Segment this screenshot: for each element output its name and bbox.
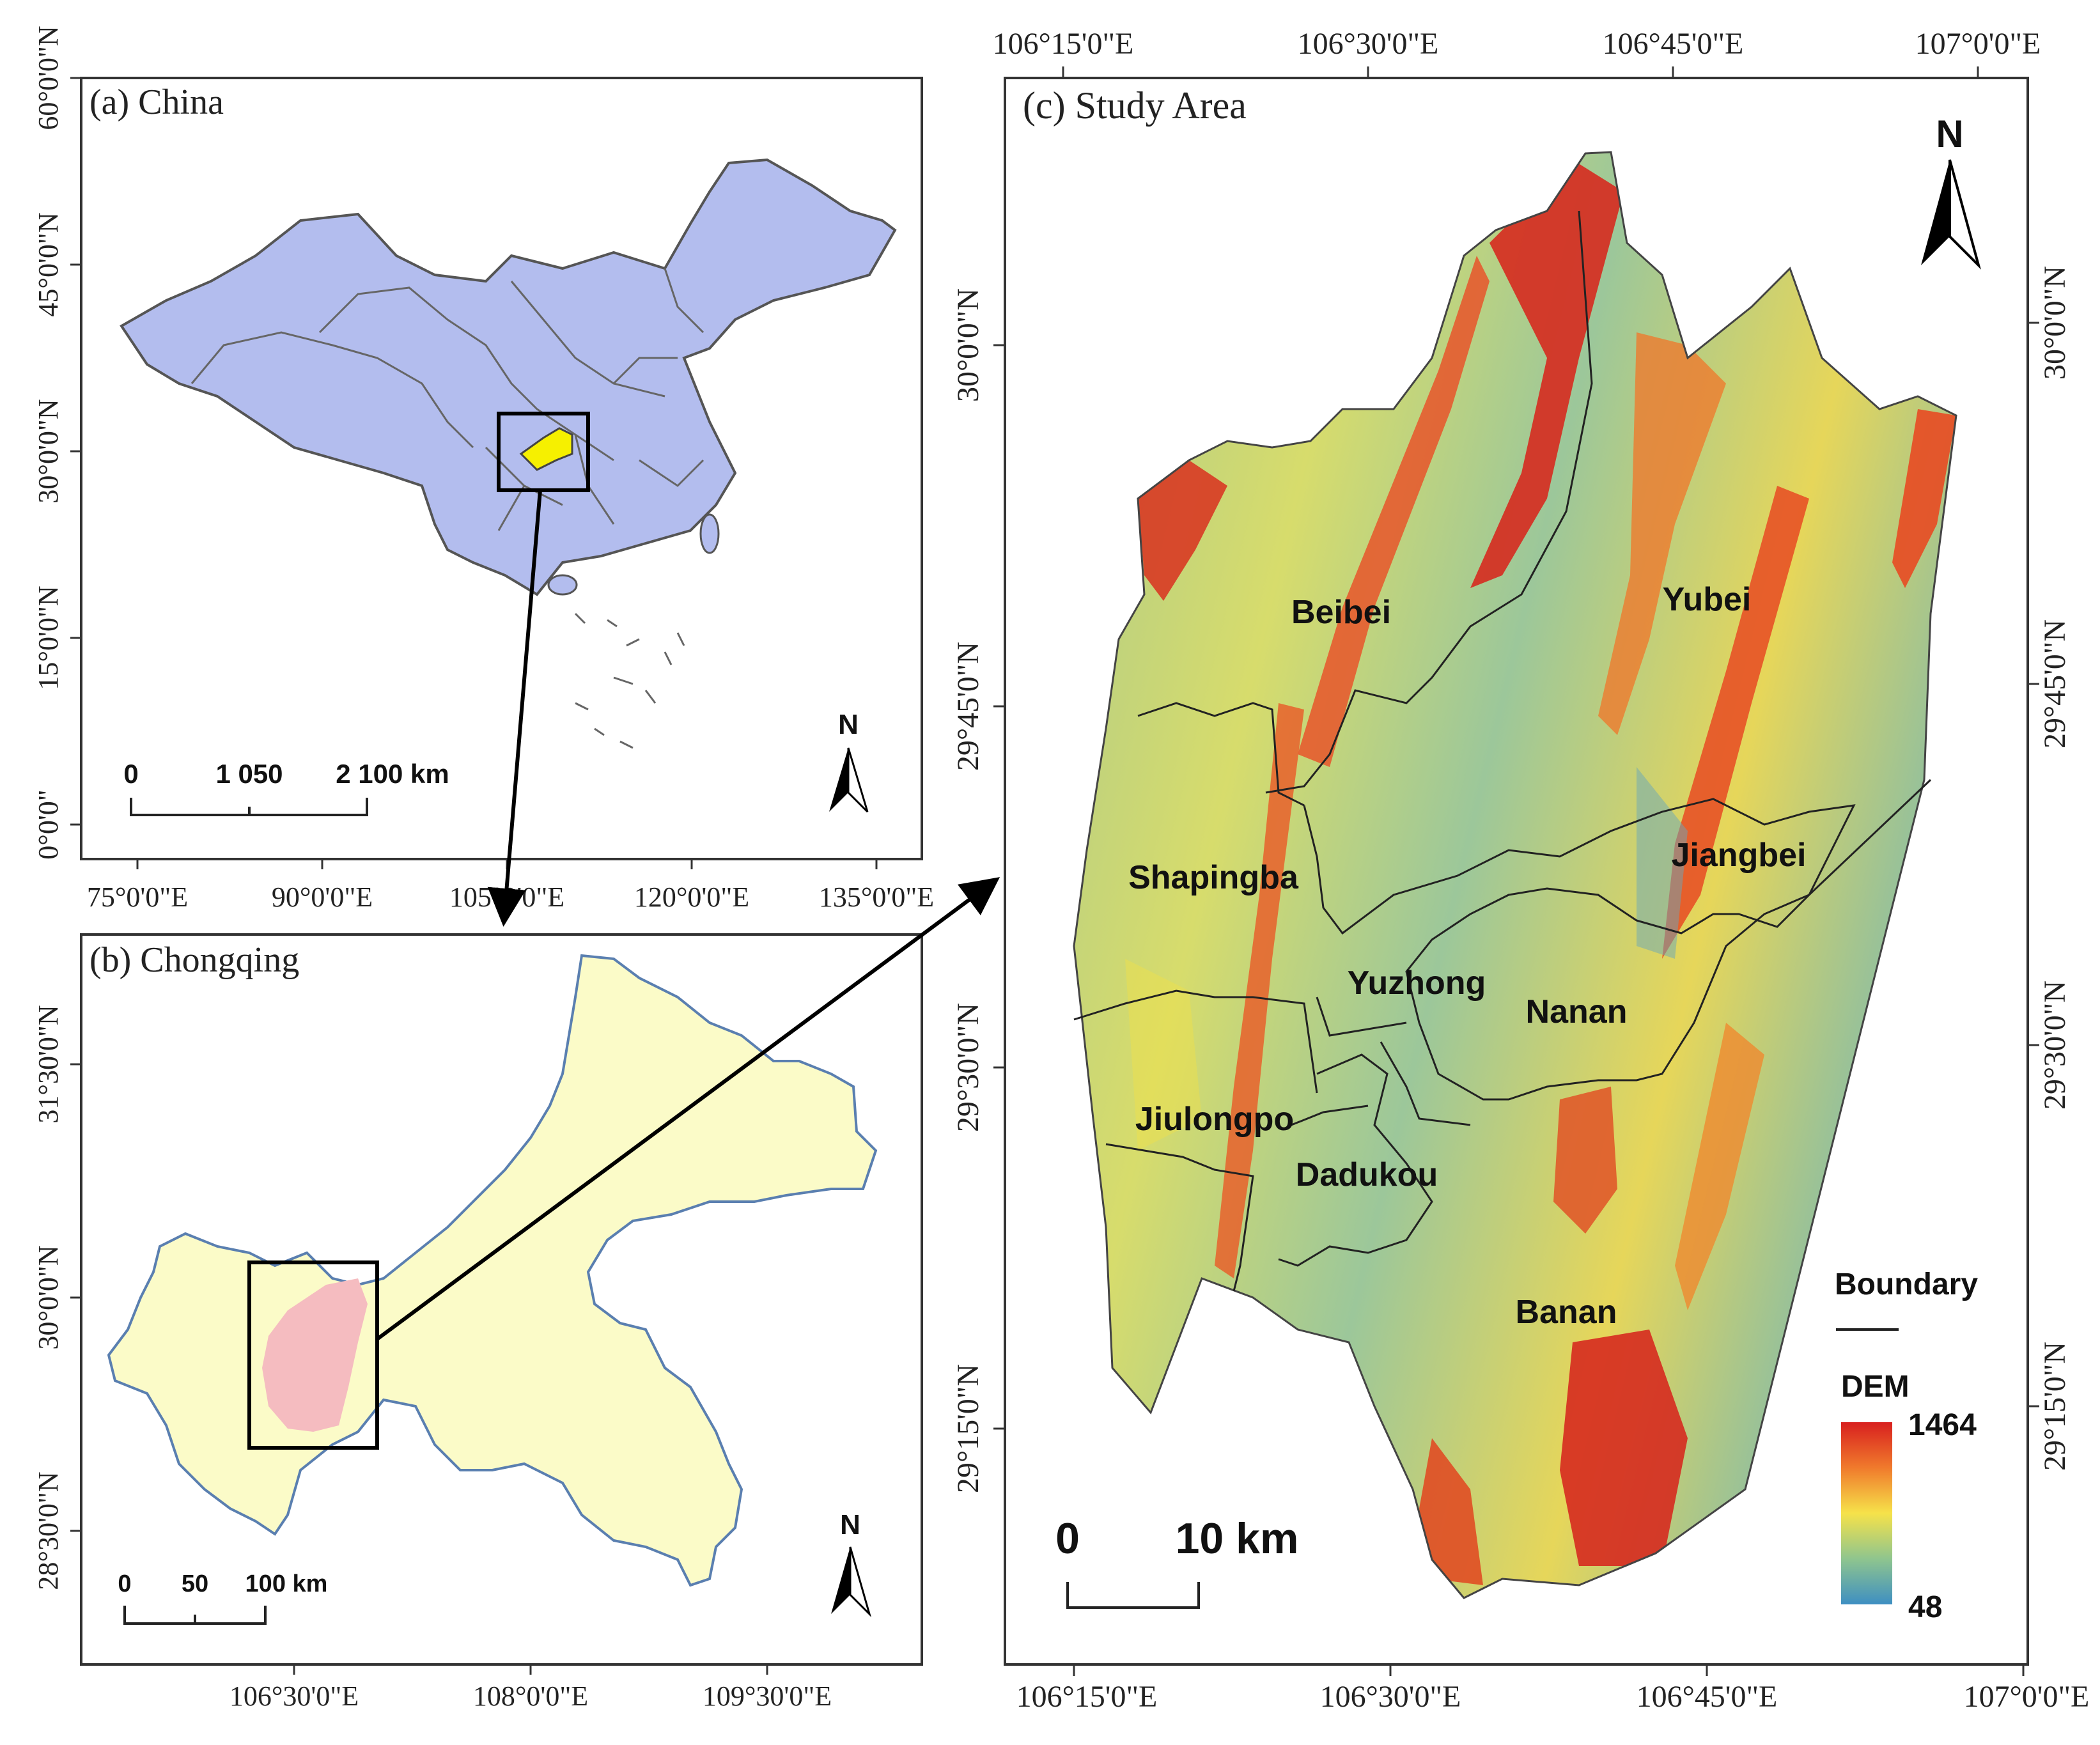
district-labels: Beibei Yubei Shapingba Jiangbei Yuzhong … xyxy=(1128,581,1806,1331)
study-area-left-y-tick: 29°45'0"N xyxy=(951,642,985,771)
dem-raster xyxy=(1073,151,1957,1599)
hainan-island xyxy=(547,574,578,596)
south-china-sea-islands xyxy=(574,612,685,749)
district-label-jiulongpo: Jiulongpo xyxy=(1135,1101,1294,1138)
study-area-bottom-x-tick: 107°0'0"E xyxy=(1964,1680,2090,1714)
study-area-right-y-tick: 29°15'0"N xyxy=(2038,1342,2072,1471)
china-panel-title: (a) China xyxy=(89,82,224,122)
study-area-scale-label: 10 km xyxy=(1176,1514,1299,1563)
study-area-top-x-tick: 106°15'0"E xyxy=(993,27,1134,61)
study-area-top-x-tick: 107°0'0"E xyxy=(1915,27,2041,61)
legend-dem-min: 48 xyxy=(1908,1590,1942,1624)
district-label-dadukou: Dadukou xyxy=(1296,1156,1438,1193)
chongqing-highlight xyxy=(519,427,573,471)
district-label-beibei: Beibei xyxy=(1291,594,1391,631)
study-area-top-x-axis: 106°15'0"E 106°30'0"E 106°45'0"E 107°0'0… xyxy=(993,27,2041,78)
china-x-tick: 135°0'0"E xyxy=(819,881,934,913)
china-x-tick: 90°0'0"E xyxy=(272,881,373,913)
study-area-legend: Boundary DEM 1464 48 xyxy=(1835,1268,1978,1624)
study-area-left-y-tick: 29°15'0"N xyxy=(951,1364,985,1493)
chongqing-map-frame xyxy=(80,933,923,1666)
district-label-banan: Banan xyxy=(1516,1294,1617,1331)
china-y-tick: 0°0'0" xyxy=(33,789,64,859)
study-area-locator-box xyxy=(247,1260,379,1450)
study-area-left-y-tick: 29°30'0"N xyxy=(951,1003,985,1132)
china-map-frame xyxy=(80,77,923,860)
study-area-top-x-tick: 106°30'0"E xyxy=(1298,27,1439,61)
china-scale-label: 1 050 xyxy=(215,759,283,789)
chongqing-north-arrow-icon: N xyxy=(831,1509,872,1618)
chongqing-locator-box xyxy=(497,412,590,492)
chongqing-scale-label: 50 xyxy=(182,1570,208,1597)
locator-arrow-china-to-chongqing xyxy=(487,490,542,927)
china-x-tick: 75°0'0"E xyxy=(87,881,188,913)
china-north-arrow-icon: N xyxy=(829,709,869,813)
chongqing-y-tick: 30°0'0"N xyxy=(33,1245,64,1349)
study-area-right-y-tick: 29°30'0"N xyxy=(2038,981,2072,1110)
study-area-north-label: N xyxy=(1936,112,1963,155)
study-area-scale-label: 0 xyxy=(1055,1514,1080,1563)
china-y-tick: 30°0'0"N xyxy=(33,399,64,503)
study-area-right-y-axis: 30°0'0"N 29°45'0"N 29°30'0"N 29°15'0"N xyxy=(2028,266,2072,1471)
panel-china: (a) China 75°0'0"E 90°0'0"E 105°0'0"E 12… xyxy=(33,26,934,913)
china-x-axis: 75°0'0"E 90°0'0"E 105°0'0"E 120°0'0"E 13… xyxy=(87,859,934,913)
study-area-bottom-x-axis: 106°15'0"E 106°30'0"E 106°45'0"E 107°0'0… xyxy=(1016,1664,2090,1714)
locator-arrow-chongqing-to-study-area xyxy=(376,877,1000,1341)
chongqing-x-tick: 108°0'0"E xyxy=(473,1680,588,1712)
study-area-left-y-tick: 30°0'0"N xyxy=(951,288,985,402)
study-area-bottom-x-tick: 106°15'0"E xyxy=(1016,1680,1158,1714)
study-area-map-frame xyxy=(1004,77,2029,1666)
study-area-panel-title: (c) Study Area xyxy=(1023,84,1247,127)
panel-chongqing: (b) Chongqing 106°30'0"E 108°0'0"E 109°3… xyxy=(33,933,923,1712)
chongqing-y-tick: 31°30'0"N xyxy=(33,1005,64,1123)
study-area-north-arrow-icon: N xyxy=(1921,112,1981,270)
chongqing-y-axis: 31°30'0"N 30°0'0"N 28°30'0"N xyxy=(33,1005,81,1590)
china-scale-label: 2 100 km xyxy=(336,759,449,789)
china-x-tick: 120°0'0"E xyxy=(634,881,749,913)
legend-boundary-label: Boundary xyxy=(1835,1268,1978,1301)
chongqing-land xyxy=(107,954,878,1587)
chongqing-panel-title: (b) Chongqing xyxy=(89,940,299,980)
district-label-jiangbei: Jiangbei xyxy=(1672,837,1807,874)
chongqing-scale-bar: 0 50 100 km xyxy=(118,1570,328,1625)
study-area-in-chongqing xyxy=(262,1278,368,1432)
chongqing-scale-label: 100 km xyxy=(245,1570,328,1597)
district-label-shapingba: Shapingba xyxy=(1128,859,1299,896)
study-area-left-y-axis: 30°0'0"N 29°45'0"N 29°30'0"N 29°15'0"N xyxy=(951,288,1005,1493)
legend-dem-color-ramp xyxy=(1841,1422,1892,1604)
taiwan-island xyxy=(699,513,720,554)
china-scale-label: 0 xyxy=(123,759,138,789)
study-area-right-y-tick: 29°45'0"N xyxy=(2038,619,2072,748)
district-label-yuzhong: Yuzhong xyxy=(1348,965,1486,1002)
chongqing-x-tick: 106°30'0"E xyxy=(229,1680,359,1712)
chongqing-scale-label: 0 xyxy=(118,1570,131,1597)
district-label-yubei: Yubei xyxy=(1663,581,1752,618)
legend-dem-label: DEM xyxy=(1841,1370,1909,1404)
china-north-label: N xyxy=(838,709,859,740)
chongqing-x-tick: 109°30'0"E xyxy=(703,1680,832,1712)
chongqing-north-label: N xyxy=(840,1509,860,1540)
panel-study-area: (c) Study Area xyxy=(951,27,2089,1714)
china-y-axis: 60°0'0"N 45°0'0"N 30°0'0"N 15°0'0"N 0°0'… xyxy=(33,26,81,860)
china-scale-bar: 0 1 050 2 100 km xyxy=(123,759,449,816)
china-y-tick: 15°0'0"N xyxy=(33,586,64,690)
study-area-top-x-tick: 106°45'0"E xyxy=(1603,27,1744,61)
legend-dem-max: 1464 xyxy=(1908,1408,1977,1442)
china-y-tick: 45°0'0"N xyxy=(33,212,64,316)
study-area-bottom-x-tick: 106°45'0"E xyxy=(1637,1680,1778,1714)
chongqing-x-axis: 106°30'0"E 108°0'0"E 109°30'0"E xyxy=(229,1664,832,1712)
china-y-tick: 60°0'0"N xyxy=(33,26,64,130)
district-boundaries xyxy=(1073,210,1932,1292)
study-area-bottom-x-tick: 106°30'0"E xyxy=(1320,1680,1461,1714)
study-area-scale-bar: 0 10 km xyxy=(1055,1514,1299,1609)
district-label-nanan: Nanan xyxy=(1526,993,1628,1030)
chongqing-y-tick: 28°30'0"N xyxy=(33,1471,64,1590)
study-area-right-y-tick: 30°0'0"N xyxy=(2038,266,2072,380)
